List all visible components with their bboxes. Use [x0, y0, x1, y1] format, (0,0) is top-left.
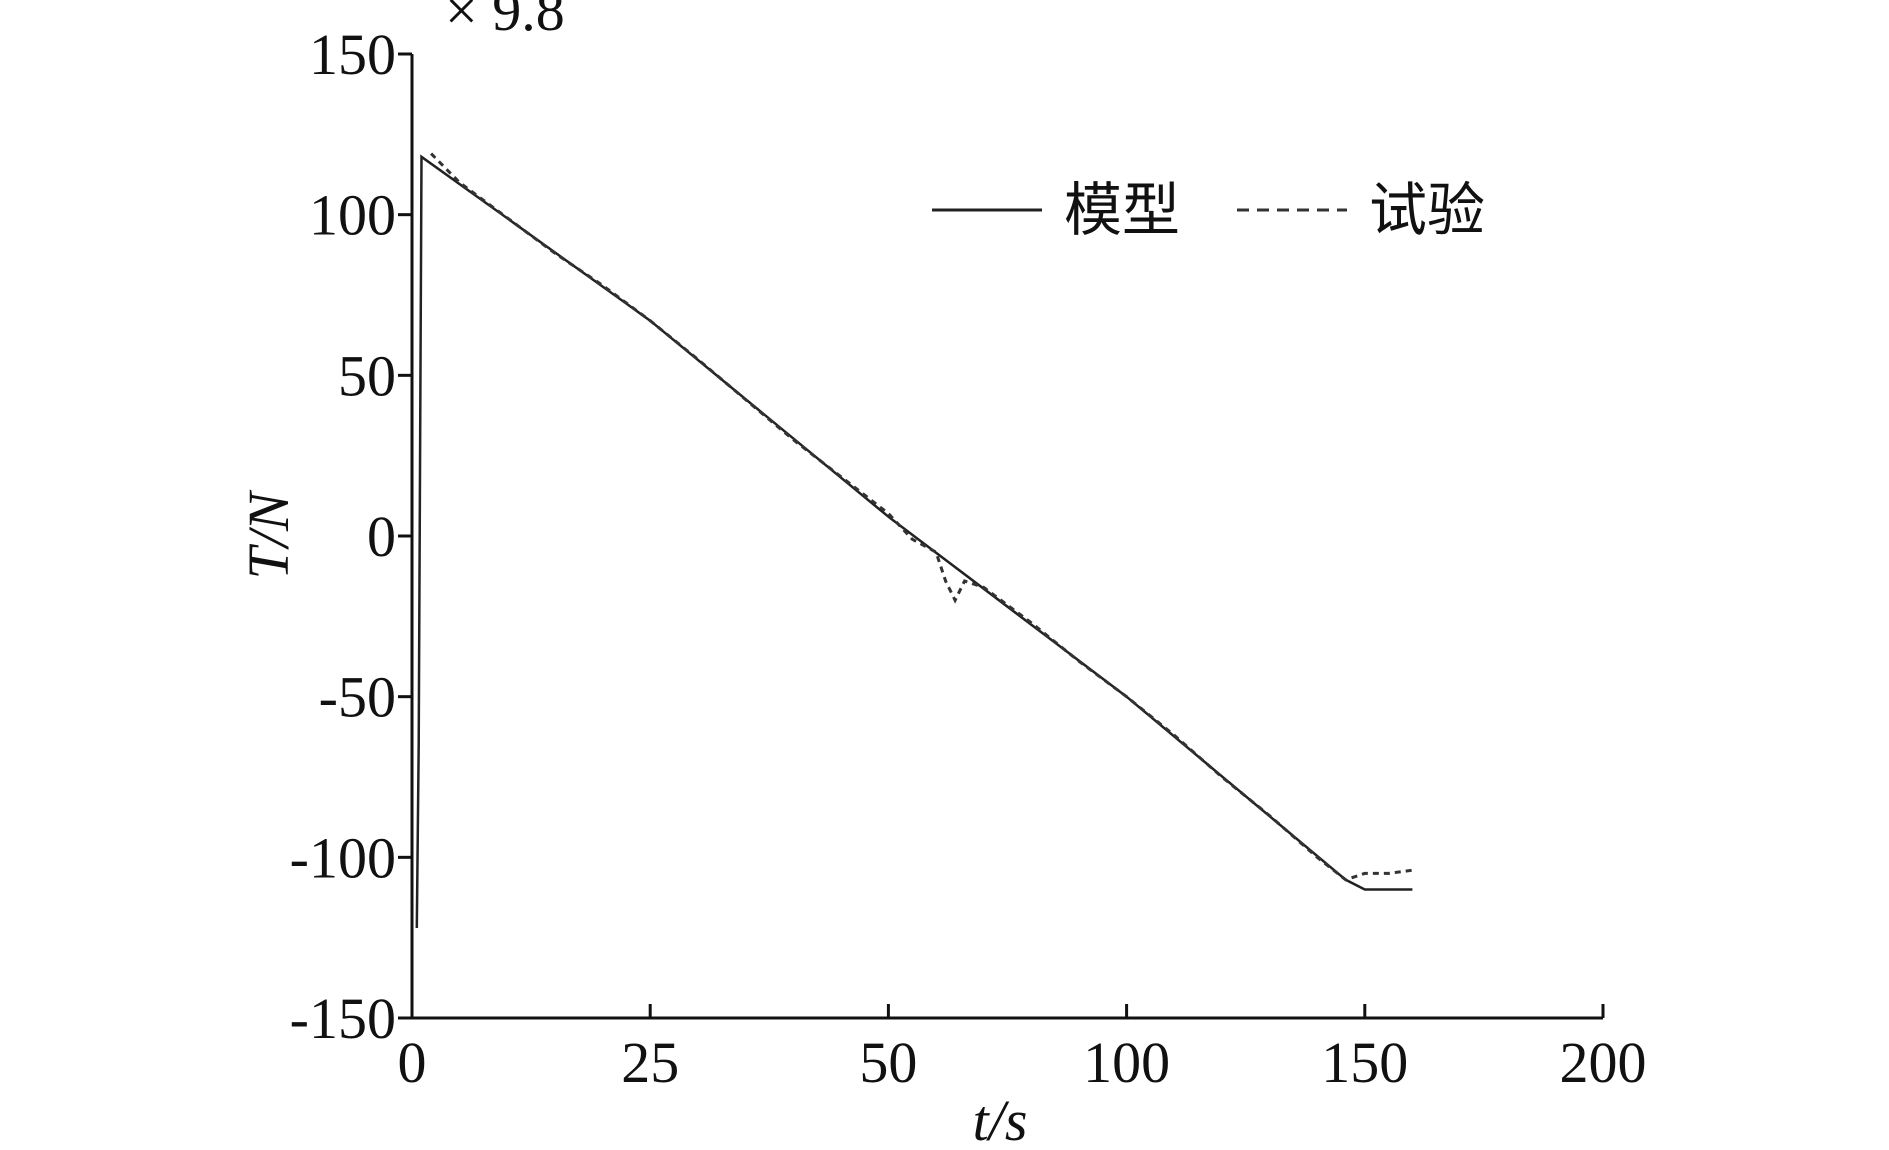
legend-label: 试验 [1369, 178, 1485, 243]
x-tick-label: 25 [621, 1030, 679, 1095]
y-tick-label: 50 [338, 343, 396, 408]
y-tick-label: 150 [309, 22, 396, 87]
y-tick-label: 0 [367, 504, 396, 569]
x-tick-label: 50 [859, 1030, 917, 1095]
y-tick-label: -50 [319, 665, 396, 730]
x-axis-label: t/s [973, 1088, 1028, 1150]
x-tick-label: 200 [1560, 1030, 1647, 1095]
x-tick-label: 100 [1083, 1030, 1170, 1095]
legend-label: 模型 [1064, 178, 1180, 243]
y-tick-label: 100 [309, 183, 396, 248]
y-tick-label: -100 [290, 825, 396, 890]
x-tick-label: 0 [398, 1030, 427, 1095]
x-tick-label: 150 [1321, 1030, 1408, 1095]
y-axis-label: T/N [236, 489, 301, 579]
annotation: × 9.8 [445, 0, 565, 43]
series-line [430, 152, 1413, 882]
y-tick-label: -150 [290, 986, 396, 1051]
series-line [415, 154, 1413, 929]
